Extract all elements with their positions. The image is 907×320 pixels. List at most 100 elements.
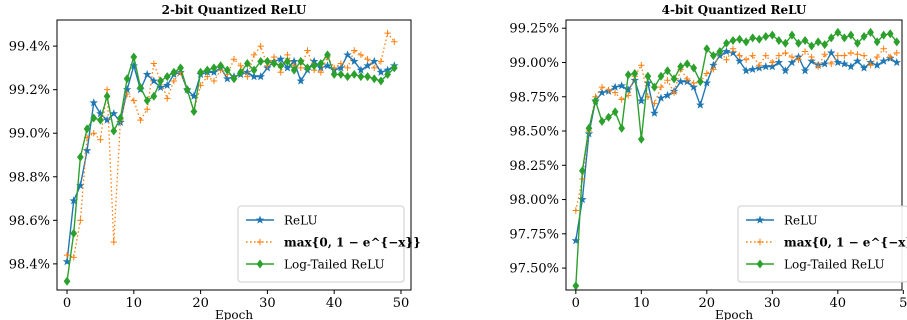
legend: ReLU max{0, 1 − e^{−x}} Log-Tailed ReLU — [737, 205, 907, 283]
legend-marker-relu — [755, 215, 765, 224]
series-log_tailed — [572, 27, 901, 290]
legend-label-relu: ReLU — [284, 214, 318, 228]
data-point-max_exp — [880, 45, 887, 52]
data-point-relu — [768, 62, 777, 71]
data-point-log_tailed — [723, 38, 730, 48]
data-point-max_exp — [63, 251, 71, 259]
data-point-log_tailed — [873, 37, 881, 47]
data-point-relu — [840, 59, 849, 68]
data-point-max_exp — [638, 62, 645, 69]
data-point-max_exp — [775, 52, 783, 59]
series-log_tailed — [63, 50, 398, 286]
data-point-log_tailed — [243, 59, 251, 69]
data-point-max_exp — [371, 64, 378, 72]
data-point-log_tailed — [801, 36, 809, 46]
data-point-log_tailed — [749, 33, 757, 43]
data-point-log_tailed — [814, 37, 822, 47]
data-point-log_tailed — [755, 34, 763, 44]
data-point-relu — [787, 58, 797, 67]
data-point-relu — [336, 63, 346, 72]
data-point-log_tailed — [70, 228, 78, 238]
data-point-max_exp — [808, 53, 815, 61]
data-point-log_tailed — [644, 71, 652, 81]
y-tick-label: 98.00% — [509, 193, 559, 208]
data-point-log_tailed — [854, 38, 861, 48]
data-point-max_exp — [391, 38, 398, 45]
legend-label-max_exp: max{0, 1 − e^{−x}} — [284, 236, 421, 250]
data-point-log_tailed — [860, 31, 868, 41]
data-point-relu — [376, 67, 386, 76]
data-point-log_tailed — [230, 74, 238, 84]
data-point-max_exp — [841, 52, 848, 59]
data-point-log_tailed — [696, 77, 704, 87]
data-point-max_exp — [90, 130, 97, 137]
y-tick-label: 99.2% — [9, 83, 50, 98]
data-point-max_exp — [828, 60, 835, 68]
data-point-log_tailed — [742, 37, 750, 47]
data-point-log_tailed — [657, 71, 665, 81]
data-point-log_tailed — [203, 65, 211, 75]
data-point-relu — [102, 115, 112, 124]
data-point-max_exp — [110, 238, 117, 246]
data-point-log_tailed — [827, 33, 835, 43]
data-point-log_tailed — [364, 72, 371, 82]
data-point-log_tailed — [217, 61, 225, 71]
data-point-relu — [656, 93, 666, 102]
data-point-relu — [846, 62, 856, 71]
data-point-relu — [149, 76, 159, 85]
data-point-max_exp — [377, 58, 385, 65]
data-point-relu — [879, 56, 888, 65]
data-point-max_exp — [572, 207, 580, 214]
data-point-log_tailed — [729, 36, 737, 46]
legend-marker-log_tailed — [756, 259, 764, 269]
data-point-log_tailed — [677, 62, 684, 72]
legend: ReLU max{0, 1 − e^{−x}} Log-Tailed ReLU — [237, 205, 421, 283]
y-tick-label: 98.75% — [509, 90, 559, 105]
data-point-log_tailed — [384, 69, 391, 79]
x-tick-label: 0 — [63, 296, 71, 311]
data-point-max_exp — [164, 95, 171, 102]
data-point-log_tailed — [683, 59, 691, 69]
data-point-max_exp — [357, 51, 365, 59]
data-point-relu — [109, 109, 119, 118]
data-point-max_exp — [821, 51, 828, 58]
data-point-max_exp — [337, 60, 345, 67]
data-point-max_exp — [703, 70, 711, 77]
data-point-max_exp — [150, 60, 158, 67]
data-point-max_exp — [344, 64, 351, 72]
x-tick-label: 10 — [126, 296, 143, 311]
legend-label-max_exp: max{0, 1 − e^{−x}} — [784, 236, 907, 250]
data-point-relu — [892, 58, 901, 67]
data-point-relu — [800, 66, 810, 75]
y-tick-label: 99.0% — [9, 127, 50, 142]
x-axis-title: Epoch — [215, 308, 253, 320]
data-point-relu — [276, 54, 286, 63]
data-point-log_tailed — [183, 85, 191, 95]
panel-4bit: 4-bit Quantized ReLU 0 10 20 30 40 5 97.50% 97.7… — [509, 3, 907, 320]
data-point-log_tailed — [130, 52, 138, 62]
y-tick-label: 98.25% — [509, 159, 559, 174]
data-point-log_tailed — [775, 36, 783, 46]
series-max_exp — [572, 45, 900, 214]
data-point-log_tailed — [157, 76, 164, 86]
data-point-max_exp — [230, 55, 238, 63]
data-point-log_tailed — [670, 74, 678, 84]
series-relu — [571, 47, 901, 245]
data-point-log_tailed — [330, 69, 338, 79]
data-point-log_tailed — [324, 50, 331, 60]
data-point-max_exp — [742, 56, 750, 63]
data-point-max_exp — [873, 53, 881, 61]
data-point-relu — [323, 61, 332, 70]
data-point-relu — [89, 98, 98, 107]
data-point-log_tailed — [886, 29, 894, 39]
data-point-max_exp — [756, 62, 763, 69]
data-point-max_exp — [618, 96, 625, 103]
data-point-relu — [578, 195, 587, 204]
data-point-relu — [853, 56, 862, 65]
data-point-log_tailed — [631, 68, 639, 78]
x-tick-label: 30 — [259, 296, 276, 311]
data-point-relu — [689, 82, 698, 91]
data-point-max_exp — [77, 217, 84, 224]
data-point-log_tailed — [611, 107, 619, 117]
data-point-relu — [162, 80, 172, 89]
